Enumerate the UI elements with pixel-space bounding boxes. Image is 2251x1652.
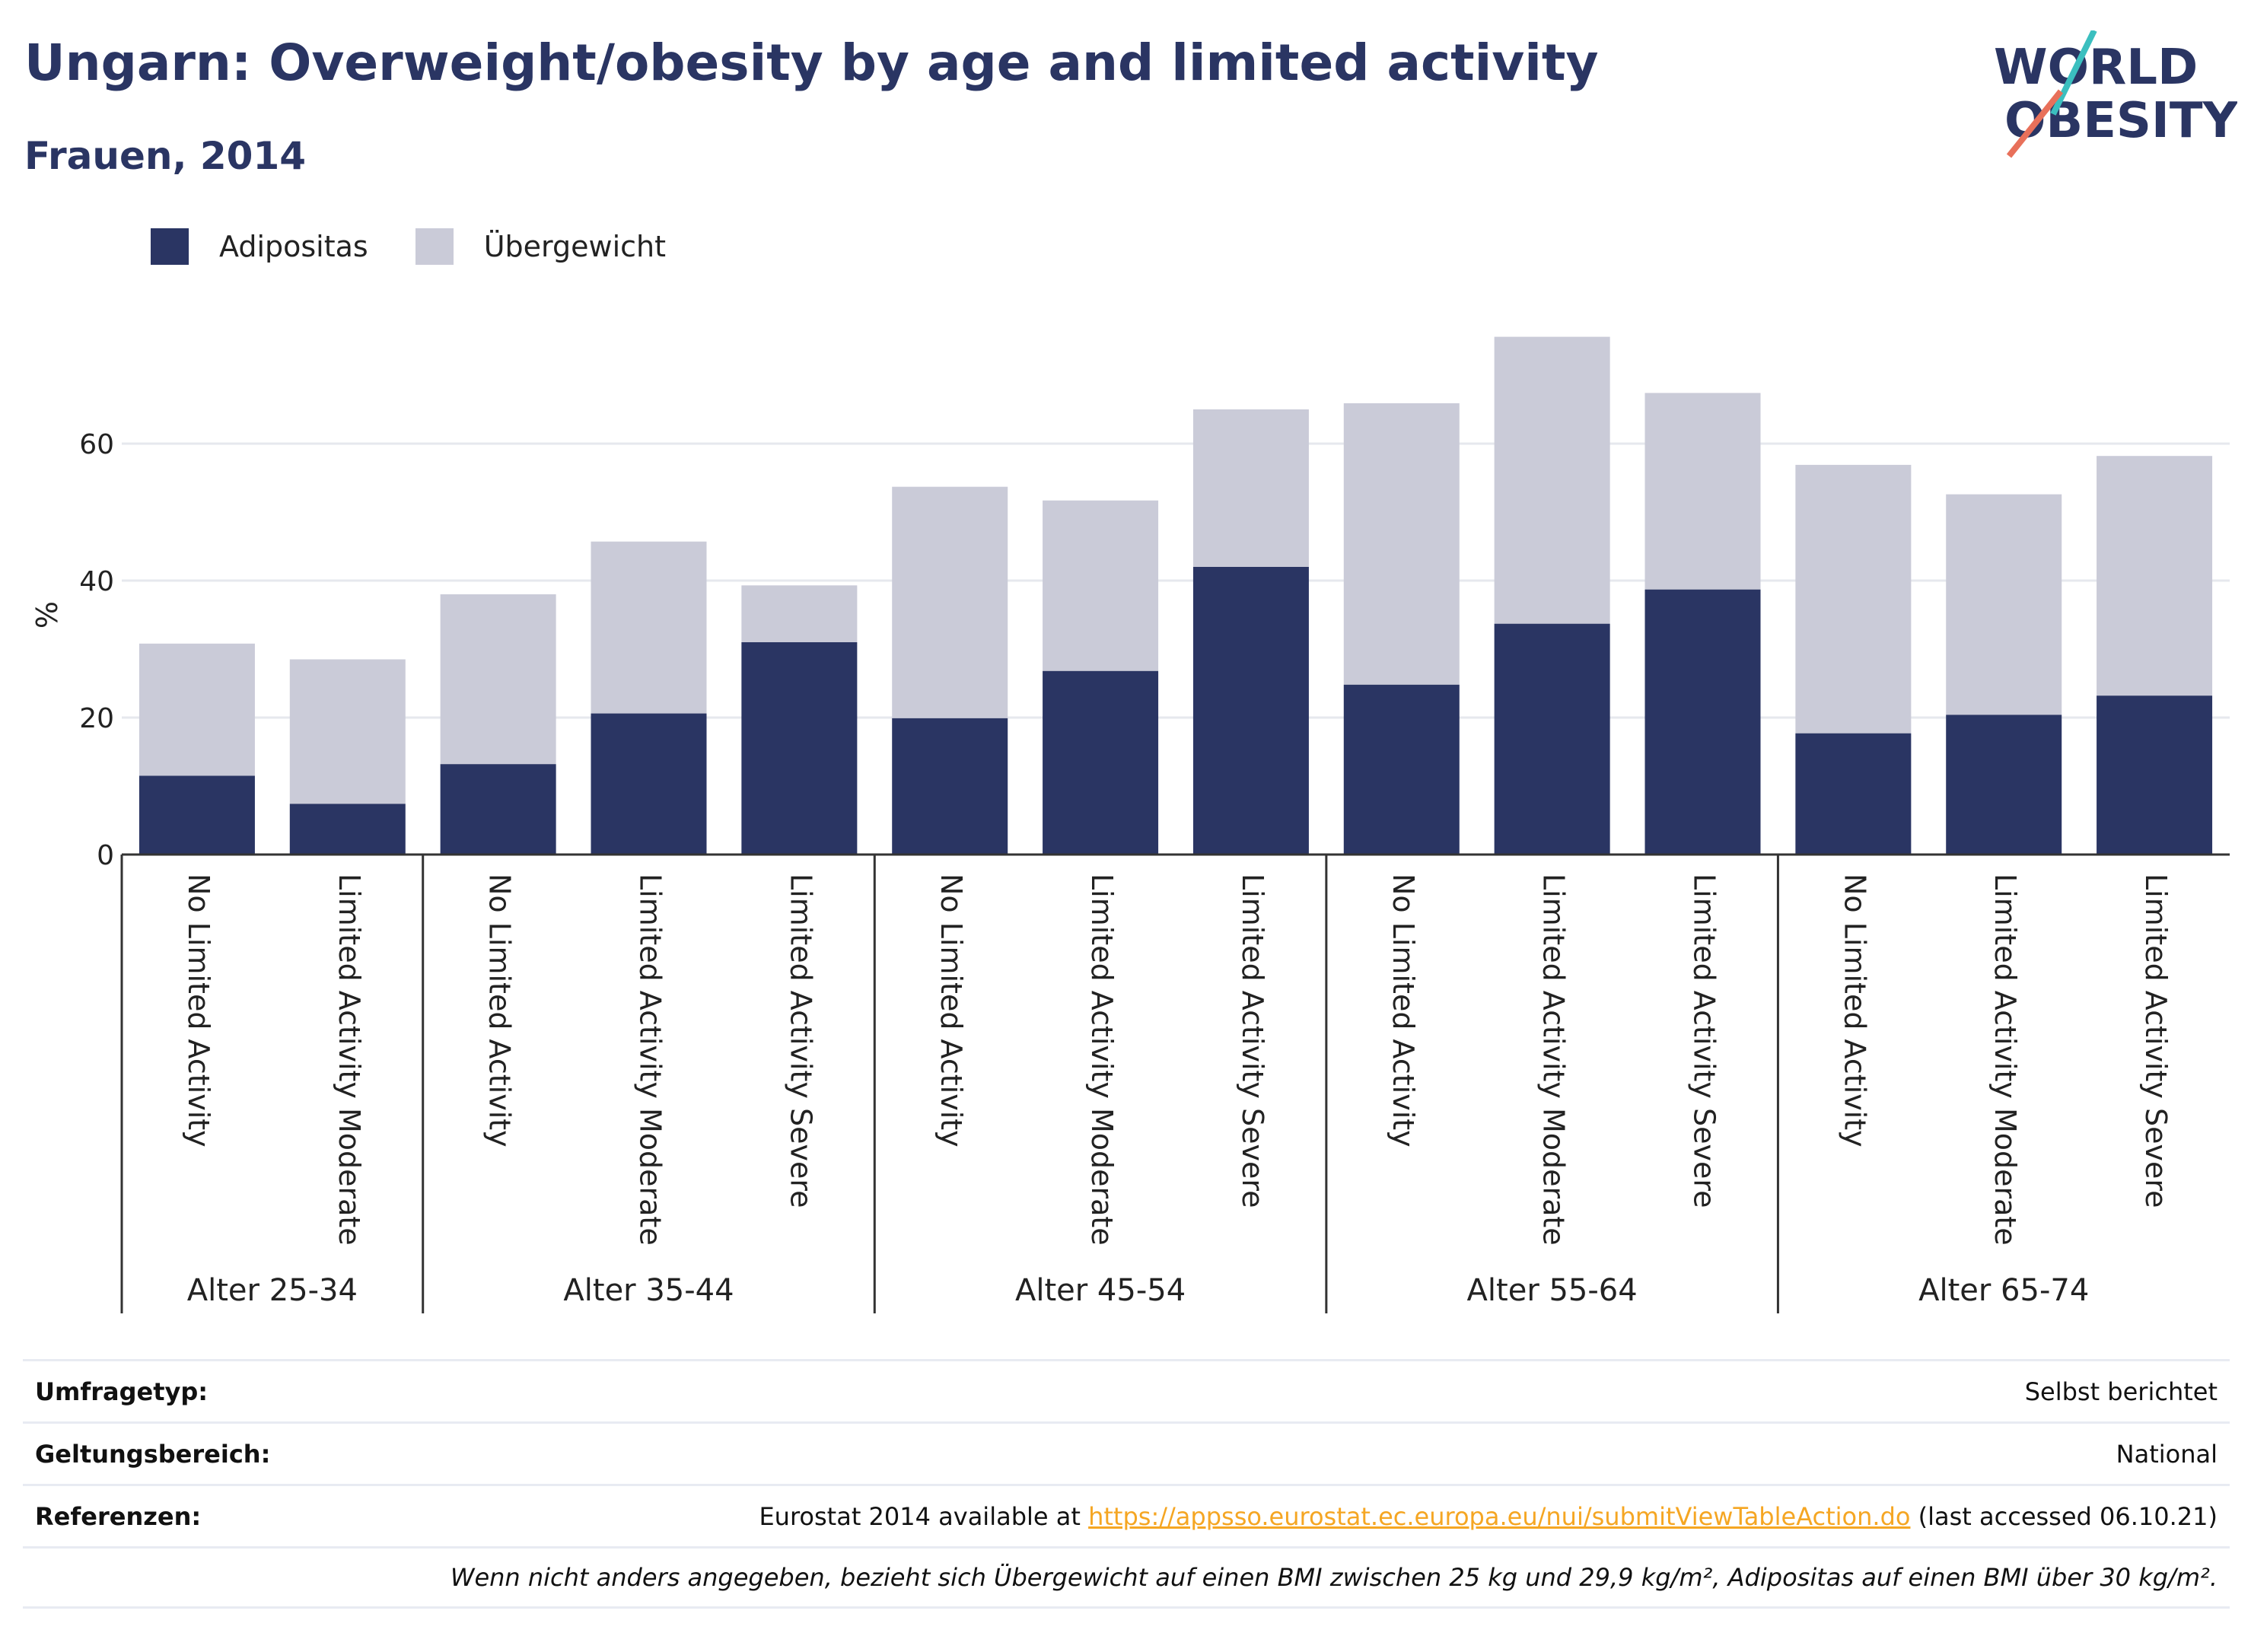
group-label: Alter 25-34 [187, 1273, 358, 1308]
bar-obesity [892, 718, 1008, 855]
chart-title: Ungarn: Overweight/obesity by age and li… [24, 33, 1599, 92]
bar-overweight [138, 643, 255, 776]
bar-overweight [1946, 494, 2062, 715]
x-tick-label: No Limited Activity [483, 874, 517, 1147]
legend-swatch-obesity [151, 228, 189, 265]
bar-obesity [289, 804, 406, 855]
legend-label-overweight: Übergewicht [483, 230, 666, 263]
bar-overweight [741, 585, 858, 642]
group-label: Alter 35-44 [563, 1273, 734, 1308]
world-obesity-logo: WORLD OBESITY [1994, 30, 2237, 158]
x-tick-label: No Limited Activity [1387, 874, 1420, 1147]
x-tick-label: Limited Activity Severe [2139, 874, 2173, 1208]
bar-overweight [1795, 464, 1912, 734]
legend-label-obesity: Adipositas [219, 230, 368, 263]
bar-obesity [2097, 695, 2213, 855]
logo-line2: OBESITY [2004, 93, 2237, 149]
bar-obesity [1192, 567, 1309, 855]
bar-overweight [1192, 409, 1309, 567]
bar-overweight [1644, 393, 1761, 590]
bar-overweight [1043, 500, 1159, 671]
x-tick-label: Limited Activity Moderate [634, 874, 667, 1246]
reference-prefix: Eurostat 2014 available at [759, 1501, 1089, 1531]
footer-value: National [2116, 1439, 2218, 1469]
bar-obesity [1795, 733, 1912, 855]
x-tick-label: Limited Activity Moderate [1085, 874, 1119, 1246]
bar-obesity [741, 642, 858, 855]
x-tick-label: Limited Activity Moderate [1988, 874, 2022, 1246]
x-tick-label: No Limited Activity [934, 874, 968, 1147]
logo-line1: WORLD [1994, 40, 2198, 96]
y-tick-label: 20 [79, 703, 114, 734]
bar-overweight [591, 541, 707, 714]
group-label: Alter 55-64 [1467, 1273, 1638, 1308]
footer-value: Selbst berichtet [2024, 1377, 2218, 1406]
legend-swatch-overweight [415, 228, 454, 265]
bar-overweight [289, 659, 406, 804]
x-tick-label: Limited Activity Moderate [333, 874, 366, 1246]
bar-overweight [892, 486, 1008, 718]
group-label: Alter 45-54 [1015, 1273, 1186, 1308]
footer-row-survey-type: Umfragetyp: Selbst berichtet [23, 1359, 2230, 1421]
stacked-bar-chart: 0 20 40 60% No Limited Activity Limited Activ… [30, 336, 2230, 1313]
x-tick-label: No Limited Activity [1838, 874, 1871, 1147]
x-tick-label: No Limited Activity [182, 874, 215, 1147]
y-axis-label: % [30, 601, 64, 629]
x-tick-label: Limited Activity Severe [784, 874, 817, 1208]
footer-label: Umfragetyp: [35, 1377, 209, 1406]
group-label: Alter 65-74 [1918, 1273, 2089, 1308]
y-tick-label: 60 [79, 429, 114, 460]
bar-overweight [440, 594, 556, 765]
chart-legend: Adipositas Übergewicht [151, 227, 713, 266]
bar-overweight [1494, 336, 1610, 624]
legend-item-overweight[interactable]: Übergewicht [415, 228, 666, 265]
chart-footer: Umfragetyp: Selbst berichtet Geltungsber… [23, 1359, 2230, 1609]
logo-slash-coral [2006, 89, 2064, 158]
x-tick-label: Limited Activity Severe [1688, 874, 1721, 1208]
footer-note-text: Wenn nicht anders angegeben, bezieht sic… [450, 1563, 2218, 1592]
y-tick-label: 40 [79, 566, 114, 597]
footer-row-references: Referenzen: Eurostat 2014 available at h… [23, 1484, 2230, 1546]
x-tick-label: Limited Activity Moderate [1537, 874, 1571, 1246]
bar-obesity [1494, 623, 1610, 855]
reference-link[interactable]: https://appsso.eurostat.ec.europa.eu/nui… [1088, 1501, 1911, 1531]
footer-reference-value: Eurostat 2014 available at https://appss… [759, 1502, 2218, 1531]
bar-obesity [1343, 684, 1460, 855]
legend-item-obesity[interactable]: Adipositas [151, 228, 368, 265]
bar-overweight [1343, 403, 1460, 685]
bar-obesity [440, 764, 556, 855]
bar-obesity [1644, 589, 1761, 855]
bar-obesity [1043, 670, 1159, 855]
footer-label: Geltungsbereich: [35, 1439, 271, 1469]
chart-subtitle: Frauen, 2014 [24, 134, 307, 178]
y-tick-label: 0 [97, 840, 114, 871]
x-tick-label: Limited Activity Severe [1236, 874, 1269, 1208]
bar-obesity [1946, 715, 2062, 855]
bar-obesity [591, 713, 707, 855]
footer-note: Wenn nicht anders angegeben, bezieht sic… [23, 1546, 2230, 1609]
footer-label: Referenzen: [35, 1501, 202, 1531]
logo-slash-teal [2050, 30, 2097, 116]
reference-suffix: (last accessed 06.10.21) [1910, 1501, 2218, 1531]
footer-row-coverage: Geltungsbereich: National [23, 1421, 2230, 1484]
bar-obesity [138, 775, 255, 855]
bar-overweight [2097, 456, 2213, 696]
